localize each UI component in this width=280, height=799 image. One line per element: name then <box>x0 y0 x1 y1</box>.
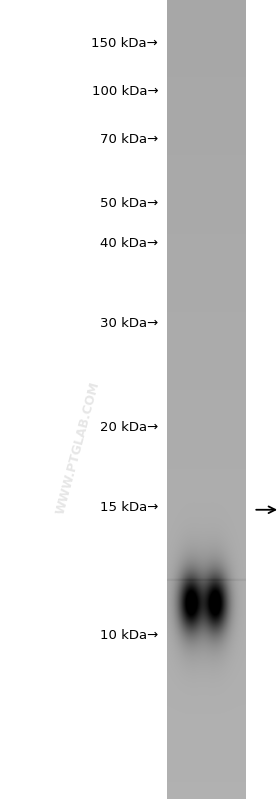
Text: 70 kDa→: 70 kDa→ <box>100 133 158 146</box>
Text: 50 kDa→: 50 kDa→ <box>100 197 158 210</box>
Text: 40 kDa→: 40 kDa→ <box>100 237 158 250</box>
Text: 30 kDa→: 30 kDa→ <box>100 317 158 330</box>
Text: 150 kDa→: 150 kDa→ <box>92 38 158 50</box>
Text: 20 kDa→: 20 kDa→ <box>100 421 158 434</box>
Text: WWW.PTGLAB.COM: WWW.PTGLAB.COM <box>54 380 102 515</box>
Text: 10 kDa→: 10 kDa→ <box>100 629 158 642</box>
Text: 15 kDa→: 15 kDa→ <box>100 501 158 514</box>
Text: 100 kDa→: 100 kDa→ <box>92 85 158 98</box>
